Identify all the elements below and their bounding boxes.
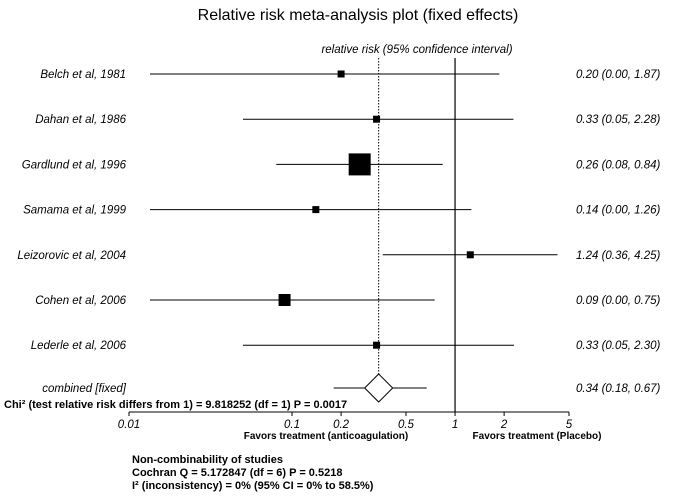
chart-title: Relative risk meta-analysis plot (fixed …	[198, 7, 519, 24]
point-estimate-marker	[466, 251, 474, 259]
point-estimate-marker	[373, 115, 381, 123]
heterogeneity-i-squared: I² (inconsistency) = 0% (95% CI = 0% to …	[132, 480, 374, 492]
x-tick-label: 0.5	[398, 419, 415, 431]
study-rows: Belch et al, 1981 0.20 (0.00, 1.87) Dahan …	[17, 69, 660, 352]
ci-text: 0.26 (0.08, 0.84)	[576, 159, 661, 171]
point-estimate-marker	[373, 341, 381, 349]
study-name: Gardlund et al, 1996	[22, 159, 127, 171]
chi-square-text: Chi² (test relative risk differs from 1)…	[4, 399, 347, 411]
column-header: relative risk (95% confidence interval)	[321, 44, 512, 56]
combined-row: combined [fixed] 0.34 (0.18, 0.67)	[42, 373, 661, 403]
x-tick-label: 0.01	[118, 419, 140, 431]
heterogeneity-title: Non-combinability of studies	[132, 454, 283, 466]
point-estimate-marker	[312, 206, 320, 214]
ci-text: 0.14 (0.00, 1.26)	[576, 205, 661, 217]
heterogeneity-cochran-q: Cochran Q = 5.172847 (df = 6) P = 0.5218	[132, 467, 342, 479]
x-tick-label: 5	[566, 419, 573, 431]
study-row: Cohen et al, 2006 0.09 (0.00, 0.75)	[35, 294, 661, 307]
combined-ci-text: 0.34 (0.18, 0.67)	[576, 383, 661, 395]
ci-text: 1.24 (0.36, 4.25)	[576, 250, 661, 262]
study-row: Gardlund et al, 1996 0.26 (0.08, 0.84)	[22, 153, 661, 176]
combined-name: combined [fixed]	[42, 383, 127, 395]
study-row: Leizorovic et al, 2004 1.24 (0.36, 4.25)	[17, 250, 660, 262]
ci-text: 0.33 (0.05, 2.30)	[576, 340, 661, 352]
study-row: Belch et al, 1981 0.20 (0.00, 1.87)	[40, 69, 660, 81]
ci-text: 0.09 (0.00, 0.75)	[576, 295, 661, 307]
study-name: Cohen et al, 2006	[35, 295, 126, 307]
study-name: Lederle et al, 2006	[31, 340, 127, 352]
x-axis: 0.01 0.1 0.2 0.5 1 2 5	[118, 411, 573, 431]
study-row: Lederle et al, 2006 0.33 (0.05, 2.30)	[31, 340, 661, 352]
study-row: Dahan et al, 1986 0.33 (0.05, 2.28)	[35, 114, 660, 126]
point-estimate-marker	[337, 70, 345, 78]
study-row: Samama et al, 1999 0.14 (0.00, 1.26)	[23, 205, 660, 217]
study-name: Leizorovic et al, 2004	[17, 250, 126, 262]
study-name: Belch et al, 1981	[40, 69, 126, 81]
x-tick-label: 2	[500, 419, 508, 431]
ci-text: 0.20 (0.00, 1.87)	[576, 69, 661, 81]
combined-diamond	[363, 373, 394, 403]
x-tick-label: 0.1	[284, 419, 300, 431]
ci-text: 0.33 (0.05, 2.28)	[576, 114, 661, 126]
favors-right-label: Favors treatment (Placebo)	[473, 431, 602, 442]
study-name: Dahan et al, 1986	[35, 114, 126, 126]
favors-left-label: Favors treatment (anticoagulation)	[244, 431, 408, 442]
x-tick-label: 1	[452, 419, 458, 431]
point-estimate-marker	[348, 153, 371, 176]
point-estimate-marker	[278, 294, 291, 306]
x-tick-label: 0.2	[333, 419, 350, 431]
study-name: Samama et al, 1999	[23, 205, 127, 217]
